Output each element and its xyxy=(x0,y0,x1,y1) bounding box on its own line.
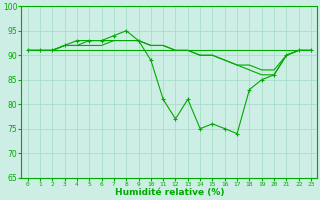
X-axis label: Humidité relative (%): Humidité relative (%) xyxy=(115,188,224,197)
